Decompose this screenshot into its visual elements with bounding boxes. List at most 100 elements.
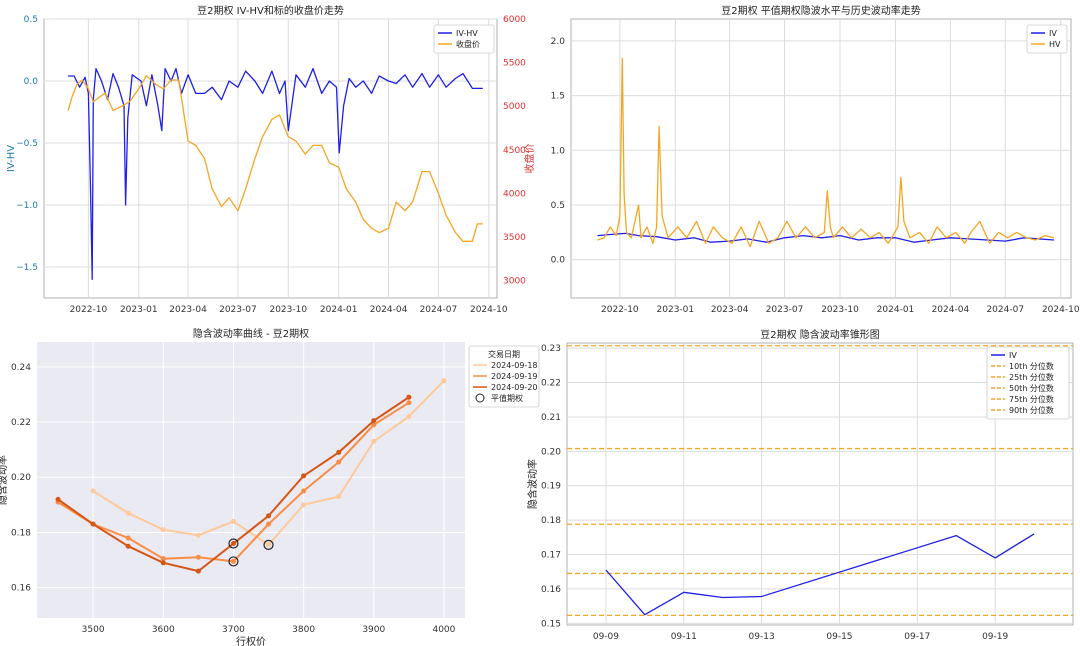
y-tick-label: 1.0 [551,146,566,156]
series-point [125,535,131,541]
x-tick-label: 2024-01 [877,305,915,315]
series-line [597,232,1055,243]
y-tick-label: 0.22 [11,418,31,428]
y2-tick-label: 6000 [503,15,526,25]
legend-box [468,345,540,408]
series-point [90,521,96,527]
series-point [371,418,377,424]
series-point [125,543,131,549]
x-tick-label: 2023-07 [219,305,257,315]
y-tick-label: 0.17 [541,551,561,561]
chart-1: 2022-10 2023-01 2023-04 2023-07 2023-10 2024-… [6,4,536,315]
chart-4: 09-09 09-11 09-13 09-15 09-17 09-19 0.23 0.22 0.… [526,328,1074,642]
atm-marker [228,556,239,567]
series-point [230,558,236,564]
x-tick-label: 3500 [82,625,105,635]
chart-title: 豆2期权 平值期权隐波水平与历史波动率走势 [721,4,921,17]
y2-tick-label: 4500 [503,146,526,156]
series-line [605,533,1035,616]
chart-title: 豆2期权 IV-HV和标的收盘价走势 [197,4,344,17]
series-point [441,378,447,384]
legend-label: 2024-09-19 [491,372,538,381]
legend-label: 90th 分位数 [1009,405,1054,415]
y-tick-label: 0.24 [11,363,31,373]
plot-frame [566,342,1074,626]
y-tick-label: 0.18 [11,528,31,538]
y-tick-label: 1.5 [551,92,565,102]
y2-tick-label: 4000 [503,189,526,199]
y-tick-label: −1.0 [16,201,38,211]
x-tick-label: 2023-07 [766,305,804,315]
legend-marker-label: 平值期权 [491,393,523,403]
series-point [371,438,377,444]
chart-title: 隐含波动率曲线 - 豆2期权 [193,327,309,340]
series-point [266,513,272,519]
series-point [301,502,307,508]
y-tick-label: −1.5 [16,263,38,273]
series-point [406,400,412,406]
series-point [160,527,166,533]
x-tick-label: 09-09 [593,632,619,642]
x-tick-label: 2024-07 [420,305,458,315]
x-tick-label: 09-15 [826,632,852,642]
series-point [406,394,412,400]
series-point [266,521,272,527]
legend-title: 交易日期 [488,349,520,359]
y-axis-label: 隐含波动率 [526,459,539,509]
plot-frame [570,18,1072,299]
legend-label: 25th 分位数 [1009,372,1054,382]
legend-box [1026,24,1068,54]
series-point [406,414,412,420]
x-tick-label: 2022-10 [70,305,108,315]
series-point [301,488,307,494]
y-tick-label: 0.16 [541,585,561,595]
x-tick-label: 2024-10 [470,305,508,315]
y2-tick-label: 3500 [503,233,526,243]
x-tick-label: 2023-10 [821,305,859,315]
series-point [230,540,236,546]
x-tick-label: 2024-01 [320,305,358,315]
series-point [195,554,201,560]
legend-label: 50th 分位数 [1009,383,1054,393]
series-point [160,556,166,562]
x-tick-label: 2023-04 [169,305,207,315]
x-tick-label: 2024-04 [370,305,408,315]
series-point [336,494,342,500]
x-tick-label: 3700 [222,625,245,635]
x-tick-label: 2024-07 [986,305,1024,315]
y2-tick-label: 5000 [503,102,526,112]
series-point [90,488,96,494]
y-tick-label: 0.0 [551,256,566,266]
atm-marker [228,538,239,549]
x-tick-label: 2023-04 [711,305,749,315]
series-point [266,542,272,548]
series-point [125,510,131,516]
chart-title: 豆2期权 隐含波动率锥形图 [760,328,880,341]
y-tick-label: −0.5 [16,139,38,149]
series-line [68,67,483,281]
y-tick-label: 0.21 [541,413,561,423]
legend-label: 10th 分位数 [1009,361,1054,371]
y2-tick-label: 5500 [503,59,526,69]
plot-background [37,342,465,618]
y-tick-label: 0.22 [541,379,561,389]
legend-label: 收盘价 [456,39,480,49]
y-tick-label: 0.0 [24,77,39,87]
legend-box [986,346,1070,420]
legend-label: 2024-09-20 [491,383,538,392]
legend-label: IV [1009,351,1017,360]
series-point [195,568,201,574]
x-tick-label: 4000 [432,625,455,635]
y-tick-label: 0.19 [541,482,561,492]
series-point [55,496,61,502]
series-line [597,57,1055,248]
series-point [336,459,342,465]
legend-marker [475,393,485,403]
legend-label: 2024-09-18 [491,361,538,370]
x-tick-label: 09-13 [749,632,775,642]
y2-tick-label: 3000 [503,277,526,287]
series-point [301,473,307,479]
chart-2: 2022-10 2023-01 2023-04 2023-07 2023-10 2024-… [551,4,1080,315]
y2-axis-label: 收盘价 [523,144,536,174]
